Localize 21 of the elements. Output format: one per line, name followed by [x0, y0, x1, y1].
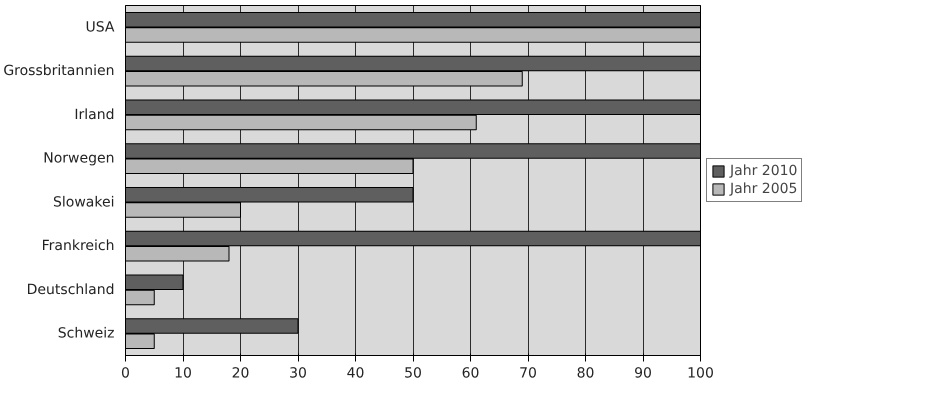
y-tick-label: Norwegen: [43, 150, 115, 167]
y-tick-label: Irland: [74, 106, 115, 123]
x-tick-label: 20: [232, 366, 250, 382]
x-tick-label: 40: [346, 366, 364, 382]
y-tick-label: Deutschland: [26, 282, 115, 298]
x-tick-label: 70: [519, 366, 537, 382]
legend-label: Jahr 2005: [730, 181, 798, 197]
x-tick-label: 100: [687, 366, 714, 382]
x-tick-label: 50: [404, 366, 422, 382]
y-tick-label: USA: [86, 19, 115, 36]
y-tick-label: Schweiz: [58, 326, 115, 342]
x-tick-label: 0: [121, 366, 130, 382]
x-tick-label: 10: [174, 366, 192, 382]
x-tick-label: 90: [634, 366, 652, 382]
y-tick-label: Grossbritannien: [3, 63, 115, 80]
legend-label: Jahr 2010: [730, 163, 798, 179]
y-tick-label: Slowakei: [53, 194, 114, 210]
y-tick-label: Frankreich: [42, 238, 115, 254]
x-tick-label: 60: [462, 366, 480, 382]
x-tick-label: 80: [576, 366, 594, 382]
x-tick-label: 30: [289, 366, 307, 382]
